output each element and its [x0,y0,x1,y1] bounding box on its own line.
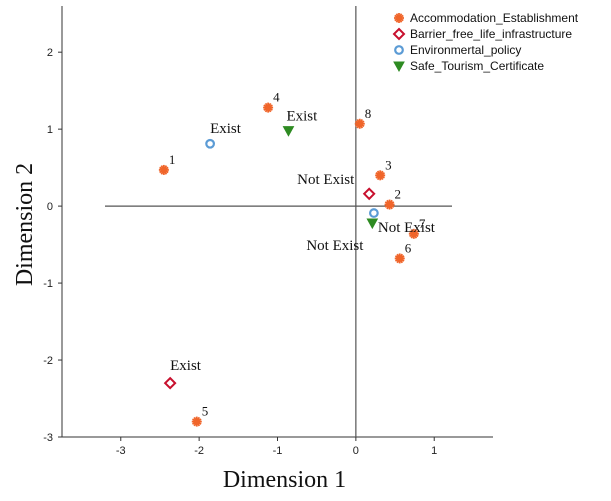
x-axis-title: Dimension 1 [223,467,346,493]
legend-entry-1: Barrier_free_life_infrastructure [410,27,572,41]
point-label-s2-1: Not Exist [378,220,436,236]
point-label-s1-0: Not Exist [297,172,355,188]
point-label-s2-0: Exist [210,121,242,137]
x-tick-label-4: 1 [431,445,437,457]
legend-marker-3 [393,61,405,73]
y-axis-title: Dimension 2 [12,163,38,286]
legend-entry-2: Environmertal_policy [410,43,521,57]
y-tick-label-0: -3 [43,432,53,444]
point-label-s3-1: Not Exist [306,238,364,254]
point-label-s0-0: 1 [169,152,176,167]
legend-entry-3: Safe_Tourism_Certificate [410,59,544,73]
point-s1-0 [362,187,376,201]
point-s3-1 [366,218,379,230]
y-tick-label-5: 2 [47,47,53,59]
x-tick-label-2: -1 [273,445,283,457]
y-tick-label-4: 1 [47,124,53,136]
point-label-s0-5: 6 [405,240,412,255]
point-label-s0-2: 3 [385,157,392,172]
y-tick-label-1: -2 [43,355,53,367]
point-s3-0 [282,126,295,137]
point-s0-7 [354,118,365,129]
point-label-s1-1: Exist [170,358,202,374]
legend-marker-2 [394,45,404,55]
x-tick-label-3: 0 [353,445,359,457]
point-s1-1 [163,376,177,390]
point-label-s0-3: 4 [273,90,280,105]
point-label-s3-0: Exist [286,109,318,125]
point-s0-6 [408,228,419,239]
point-s0-1 [384,199,395,210]
legend-entry-0: Accommodation_Establishment [410,11,579,25]
point-label-s0-1: 2 [395,187,402,202]
legend-marker-1 [392,27,406,41]
point-label-s0-6: 7 [419,216,426,231]
y-tick-label-2: -1 [43,278,53,290]
point-label-s0-7: 8 [365,106,372,121]
legend-marker-0 [394,13,404,23]
point-s0-5 [394,253,405,264]
point-s2-0 [205,138,216,149]
y-tick-label-3: 0 [47,201,53,213]
point-s0-2 [375,170,386,181]
point-s0-3 [263,102,274,113]
x-tick-label-1: -2 [194,445,204,457]
point-label-s0-4: 5 [202,404,209,419]
point-s0-0 [158,164,169,175]
point-s2-1 [368,208,379,218]
point-s0-4 [191,416,202,427]
x-tick-label-0: -3 [116,445,126,457]
